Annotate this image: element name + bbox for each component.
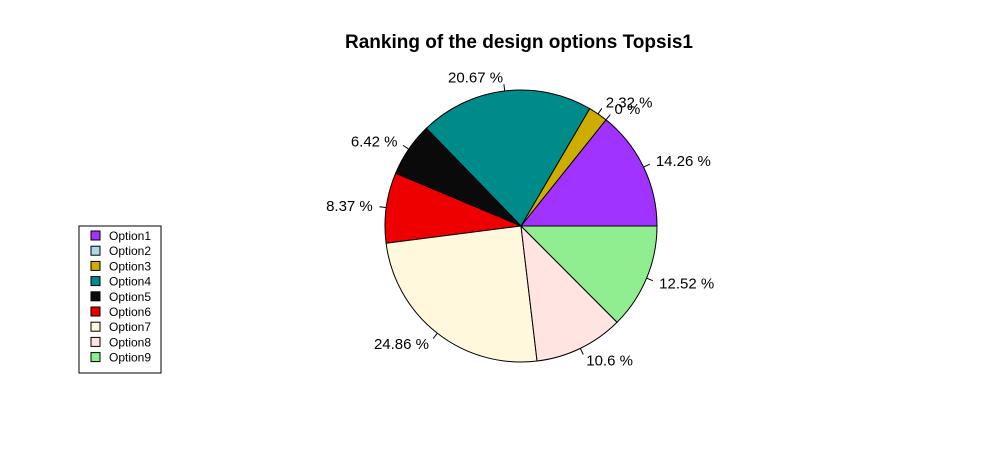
- legend-label-option7: Option7: [109, 320, 151, 334]
- legend-label-option9: Option9: [109, 351, 151, 365]
- pie-slices: [384, 89, 658, 363]
- legend-label-option6: Option6: [109, 305, 151, 319]
- legend-swatch-option5: [90, 291, 101, 302]
- slice-label-option6: 8.37 %: [326, 198, 373, 215]
- legend-swatch-option3: [90, 260, 101, 271]
- label-tick-option7: [432, 332, 438, 339]
- label-tick-option3: [597, 108, 603, 115]
- slice-labels: 14.26 % 0 %2.32 % 20.67 % 6.42 % 8.37 % 24.86…: [326, 69, 714, 369]
- legend-label-option5: Option5: [109, 290, 151, 304]
- legend-swatch-option7: [90, 321, 101, 332]
- slice-label-option7: 24.86 %: [374, 336, 429, 353]
- legend-label-option8: Option8: [109, 335, 151, 349]
- label-tick-option1: [643, 163, 650, 168]
- slice-label-option4: 20.67 %: [448, 69, 503, 86]
- legend-label-option3: Option3: [109, 259, 151, 273]
- legend-swatch-option2: [90, 245, 101, 256]
- slice-label-option9: 12.52 %: [659, 275, 714, 292]
- label-tick-option5: [402, 144, 410, 150]
- pie-slice-option1: [519, 119, 658, 227]
- legend-label-option1: Option1: [109, 229, 151, 243]
- legend-swatch-option9: [90, 352, 101, 363]
- chart-title: Ranking of the design options Topsis1: [345, 32, 693, 53]
- legend-swatch-option1: [90, 230, 101, 241]
- label-tick-option9: [646, 277, 654, 282]
- legend-swatch-option4: [90, 276, 101, 287]
- legend-label-option2: Option2: [109, 244, 151, 258]
- legend-swatch-option6: [90, 306, 101, 317]
- slice-label-option1: 14.26 %: [656, 153, 711, 170]
- slice-label-option8: 10.6 %: [586, 353, 633, 370]
- label-tick-option6: [379, 206, 387, 209]
- slice-label-option2: 0 %: [614, 101, 640, 118]
- label-tick-option8: [579, 348, 584, 355]
- slice-label-option5: 6.42 %: [351, 134, 398, 151]
- legend-swatch-option8: [90, 336, 101, 347]
- pie-slice-option4: [425, 89, 591, 227]
- pie-slice-option9: [519, 225, 658, 323]
- label-tick-option4: [503, 84, 506, 92]
- legend: Option1Option2Option3Option4Option5Optio…: [78, 225, 162, 374]
- slice-label-option3: 2.32 %: [606, 95, 653, 112]
- label-tick-option2: [605, 114, 611, 121]
- legend-label-option4: Option4: [109, 275, 151, 289]
